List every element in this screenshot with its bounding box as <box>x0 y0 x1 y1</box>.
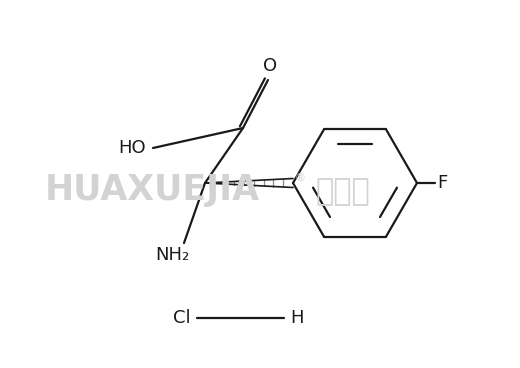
Text: O: O <box>263 57 277 75</box>
Text: Cl: Cl <box>173 309 191 327</box>
Text: H: H <box>290 309 304 327</box>
Text: NH₂: NH₂ <box>155 246 189 264</box>
Text: ®: ® <box>295 173 306 183</box>
Text: HO: HO <box>119 139 146 157</box>
Text: F: F <box>437 174 447 192</box>
Text: 化学加: 化学加 <box>315 177 370 206</box>
Text: HUAXUEJIA: HUAXUEJIA <box>45 173 260 207</box>
